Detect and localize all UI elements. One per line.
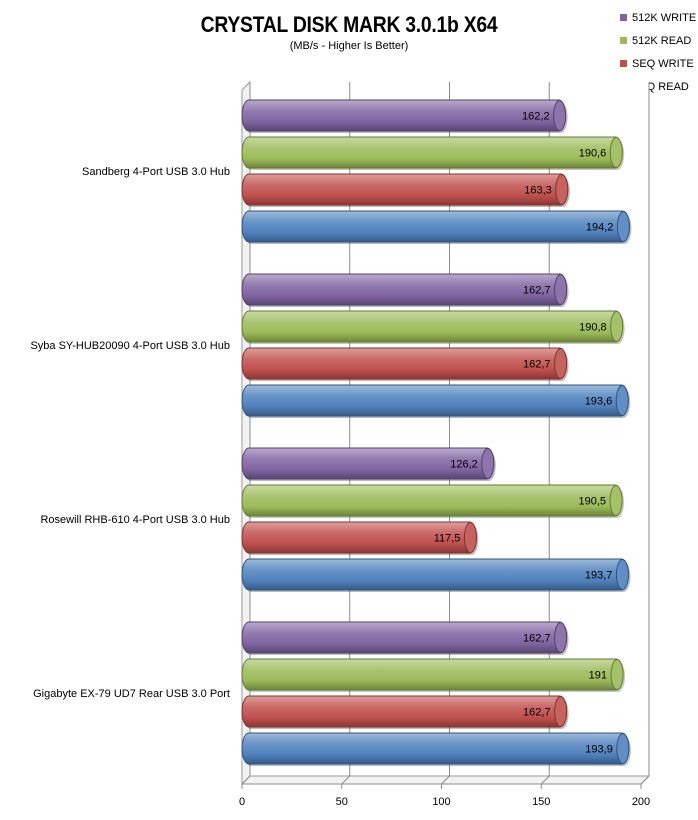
bar-end-cap xyxy=(615,385,629,416)
bar-value-label: 162,7 xyxy=(523,285,551,297)
bar-value-label: 162,7 xyxy=(523,707,551,719)
bar xyxy=(241,136,623,169)
bar-end-cap xyxy=(615,559,629,590)
bar-end-cap xyxy=(554,622,568,653)
x-tick-label: 150 xyxy=(532,796,550,808)
bar-value-label: 190,5 xyxy=(579,496,607,508)
bar-value-label: 162,7 xyxy=(523,633,551,645)
bar-end-cap xyxy=(616,733,630,764)
bar xyxy=(241,210,630,243)
category-label: Sandberg 4-Port USB 3.0 Hub xyxy=(82,166,230,178)
legend-swatch xyxy=(620,37,627,44)
bar-value-label: 162,7 xyxy=(523,359,551,371)
x-tick-label: 0 xyxy=(239,796,245,808)
x-tick-label: 50 xyxy=(336,796,348,808)
bar-end-cap xyxy=(463,522,477,553)
gridline-floor xyxy=(640,775,650,785)
category-group: 126,2 190,5 117,5 193,7 Rosewill RHB-610 4-P… xyxy=(40,447,631,592)
bar xyxy=(241,99,567,132)
bar-end-cap xyxy=(554,696,568,727)
category-label: Rosewill RHB-610 4-Port USB 3.0 Hub xyxy=(40,514,230,526)
gridline-floor xyxy=(241,775,251,785)
legend-swatch xyxy=(620,14,627,21)
bar-end-cap xyxy=(554,348,568,379)
bar-value-label: 194,2 xyxy=(586,222,614,234)
legend-label: SEQ WRITE xyxy=(632,57,694,70)
bar-value-label: 117,5 xyxy=(434,533,461,545)
bar-value-label: 191 xyxy=(589,670,607,682)
bar xyxy=(241,732,630,765)
gridline-floor xyxy=(341,775,351,785)
bar-end-cap xyxy=(609,137,623,168)
bar xyxy=(241,658,624,691)
bar xyxy=(241,558,629,591)
bar xyxy=(241,273,568,306)
bar-end-cap xyxy=(553,100,567,131)
chart-subtitle: (MB/s - Higher Is Better) xyxy=(289,40,409,52)
bar-end-cap xyxy=(554,274,568,305)
legend-label: 512K READ xyxy=(632,34,692,47)
bar xyxy=(241,484,623,517)
bar-end-cap xyxy=(616,211,630,242)
legend-label: 512K WRITE xyxy=(632,11,697,24)
bar-end-cap xyxy=(481,448,495,479)
bar-value-label: 193,6 xyxy=(585,396,613,408)
bar xyxy=(241,347,568,380)
bar-value-label: 126,2 xyxy=(450,459,478,471)
category-group: 162,7 190,8 162,7 193,6 Syba SY-HUB20090 4-P… xyxy=(30,273,631,418)
legend-item-seq-write: SEQ WRITE xyxy=(620,52,696,75)
category-group: 162,7 191 162,7 193,9 Gigabyte EX-79 UD7 Rea… xyxy=(33,621,631,766)
bar-end-cap xyxy=(610,659,624,690)
category-group: 162,2 190,6 163,3 194,2 Sandberg 4-Port USB … xyxy=(82,99,632,244)
bar-value-label: 193,7 xyxy=(585,570,613,582)
x-tick-label: 100 xyxy=(432,796,450,808)
x-tick-label: 200 xyxy=(632,796,650,808)
bar-end-cap xyxy=(555,174,569,205)
category-label: Syba SY-HUB20090 4-Port USB 3.0 Hub xyxy=(30,340,230,352)
plot-area: 0 50 100 150 200 xyxy=(239,80,651,808)
gridline-floor xyxy=(441,775,450,785)
legend-item-512k-write: 512K WRITE xyxy=(620,6,696,29)
bar xyxy=(241,310,624,343)
category-label: Gigabyte EX-79 UD7 Rear USB 3.0 Port xyxy=(33,688,230,700)
chart-title: CRYSTAL DISK MARK 3.0.1b X64 xyxy=(200,12,498,37)
bar xyxy=(241,695,568,728)
back-wall xyxy=(242,82,649,784)
bar-end-cap xyxy=(610,311,624,342)
bar-end-cap xyxy=(609,485,623,516)
gridline-floor xyxy=(540,775,550,785)
bar-value-label: 190,8 xyxy=(579,322,607,334)
bar-value-label: 190,6 xyxy=(579,148,607,160)
bar xyxy=(241,173,569,206)
legend-item-512k-read: 512K READ xyxy=(620,29,696,52)
legend: 512K WRITE 512K READ SEQ WRITE SEQ READ xyxy=(620,6,696,98)
bar-value-label: 162,2 xyxy=(522,111,550,123)
legend-swatch xyxy=(620,60,627,67)
bar xyxy=(241,384,629,417)
bar-value-label: 163,3 xyxy=(524,185,552,197)
bar-value-label: 193,9 xyxy=(585,744,613,756)
bar xyxy=(241,621,568,654)
